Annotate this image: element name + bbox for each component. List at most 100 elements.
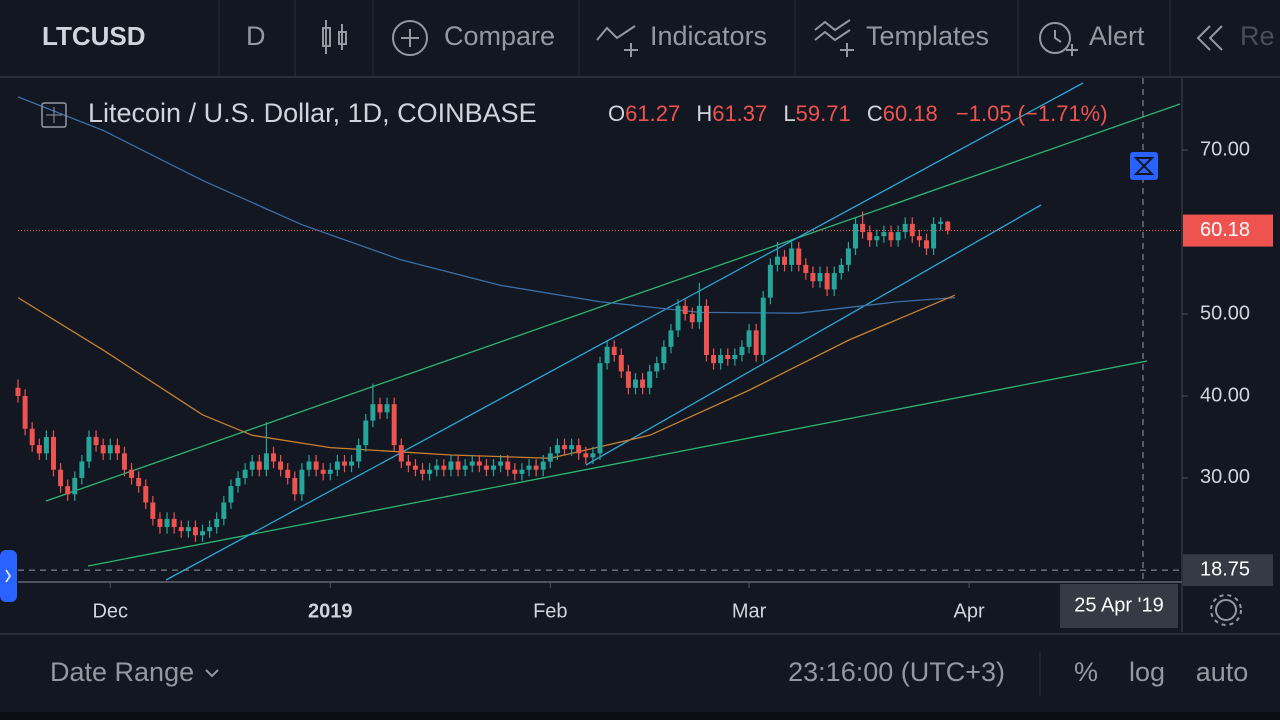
candle-body <box>121 453 127 470</box>
label: C <box>867 101 883 126</box>
candle-body <box>420 469 426 474</box>
auto-toggle[interactable]: auto <box>1196 657 1249 687</box>
candle-body <box>874 236 880 241</box>
symbol[interactable]: LTCUSD <box>42 21 146 51</box>
candle-body <box>178 527 184 532</box>
candle-body <box>831 273 837 290</box>
candle-body <box>476 461 482 466</box>
candle-body <box>299 469 305 495</box>
candle-body <box>604 346 610 364</box>
crosshair-date-box <box>1060 584 1178 628</box>
candle-body <box>363 420 369 446</box>
templates-icon[interactable] <box>814 19 854 57</box>
plot-area <box>15 78 1183 632</box>
crosshair-price-box <box>1183 554 1273 587</box>
label: H <box>696 101 712 126</box>
templates-button[interactable]: Templates <box>866 21 989 51</box>
candle-body <box>668 330 674 347</box>
candle-body <box>633 379 638 388</box>
candle-body <box>79 461 85 478</box>
candle-body <box>185 527 191 532</box>
candle-body <box>469 461 475 466</box>
candle-body <box>860 223 866 233</box>
candle-body <box>753 330 759 355</box>
candle-body <box>803 264 809 274</box>
candle-body <box>824 273 830 290</box>
alert-icon[interactable] <box>1039 22 1078 56</box>
replay-button[interactable]: Re <box>1240 21 1275 51</box>
candle-body <box>384 404 390 413</box>
candle-body <box>285 469 291 478</box>
candle-body <box>611 346 617 355</box>
candle-body <box>845 248 851 265</box>
replay-icon[interactable] <box>1196 25 1223 51</box>
settings-icon[interactable] <box>1210 594 1242 626</box>
candle-body <box>327 469 333 474</box>
candle-body <box>746 330 752 347</box>
collapse-icon[interactable] <box>41 102 67 128</box>
candle-body <box>895 232 901 241</box>
x-tick-label: Apr <box>954 600 985 622</box>
candle-body <box>867 232 873 241</box>
percent-toggle[interactable]: % <box>1074 657 1098 687</box>
footer: Date Range 23:16:00 (UTC+3) % log auto <box>0 633 1280 720</box>
candle-body <box>391 404 397 446</box>
candle-body <box>157 518 163 528</box>
change: −1.05 (−1.71%) <box>956 101 1108 126</box>
candle-body <box>647 371 653 388</box>
candle-body <box>689 314 695 323</box>
candle-body <box>505 461 511 470</box>
last-price-label: 60.18 <box>1200 219 1250 241</box>
candle-body <box>661 346 667 364</box>
ohlc-legend: O61.27 H61.37 L59.71 C60.18 −1.05 (−1.71… <box>608 101 1108 126</box>
x-tick-label: Dec <box>92 600 128 622</box>
candle-icon[interactable] <box>322 20 347 54</box>
y-tick-label: 40.00 <box>1200 384 1250 406</box>
clock: 23:16:00 (UTC+3) <box>788 657 1005 687</box>
compare-icon[interactable] <box>392 20 428 56</box>
compare-button[interactable]: Compare <box>444 21 555 51</box>
candle-body <box>150 502 156 519</box>
candle-body <box>767 264 773 298</box>
y-tick-label: 30.00 <box>1200 466 1250 488</box>
candle-body <box>774 256 780 265</box>
candle-body <box>214 518 220 528</box>
candle-body <box>640 379 646 388</box>
side-toggle[interactable] <box>0 550 17 602</box>
candle-body <box>491 465 497 470</box>
range-marker-glyph <box>1133 157 1155 175</box>
candle-body <box>547 453 553 462</box>
candle-body <box>100 445 106 454</box>
candle-body <box>398 445 404 462</box>
candle-body <box>249 461 255 470</box>
candle-body <box>817 273 823 282</box>
indicators-button[interactable]: Indicators <box>650 21 767 51</box>
log-toggle[interactable]: log <box>1129 657 1165 687</box>
label: L <box>783 101 795 126</box>
alert-button[interactable]: Alert <box>1089 21 1145 51</box>
label: O <box>608 101 625 126</box>
candle-body <box>654 363 660 372</box>
candle-body <box>498 461 504 466</box>
candle-body <box>29 428 35 446</box>
candle-body <box>682 305 688 315</box>
date-range[interactable]: Date Range <box>50 657 194 687</box>
candle-body <box>455 461 461 470</box>
candle-body <box>192 527 198 536</box>
candle-body <box>93 436 99 446</box>
candle-body <box>760 297 766 355</box>
candle-body <box>72 477 78 495</box>
candle-body <box>235 477 241 487</box>
candle-body <box>221 502 227 519</box>
candle-body <box>916 236 922 241</box>
candle-body <box>370 404 376 421</box>
candle-body <box>810 273 816 282</box>
candle-body <box>938 221 944 224</box>
interval[interactable]: D <box>246 21 266 51</box>
candle-body <box>143 486 149 503</box>
indicators-icon[interactable] <box>596 25 638 57</box>
candle-body <box>739 346 745 355</box>
candle-body <box>540 461 546 470</box>
candle-body <box>22 395 28 429</box>
